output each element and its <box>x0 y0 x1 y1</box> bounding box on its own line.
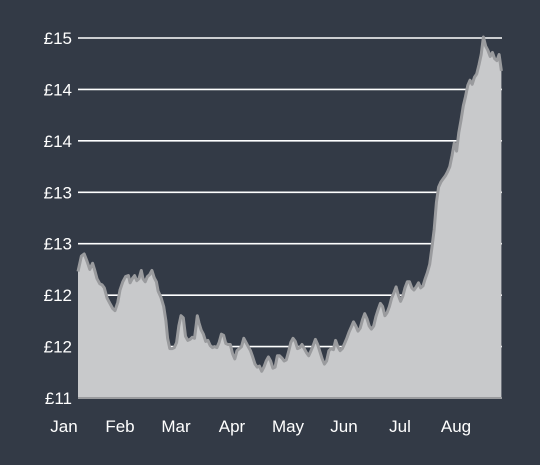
series-area <box>76 35 503 399</box>
x-tick-label-feb: Feb <box>105 417 134 436</box>
y-tick-label-2: £12 <box>44 286 72 305</box>
y-axis-ticks: £11 £12 £12 £13 £13 £14 £14 £15 <box>44 29 72 408</box>
x-tick-label-aug: Aug <box>441 417 471 436</box>
y-tick-label-1: £12 <box>44 338 72 357</box>
y-tick-label-4: £13 <box>44 183 72 202</box>
x-axis-ticks: Jan Feb Mar Apr May Jun Jul Aug <box>50 417 471 436</box>
series-line <box>76 35 503 373</box>
y-tick-label-0: £11 <box>45 389 72 408</box>
y-tick-label-6: £14 <box>44 80 72 99</box>
y-tick-label-5: £14 <box>44 132 72 151</box>
x-tick-label-mar: Mar <box>161 417 191 436</box>
x-tick-label-jan: Jan <box>50 417 77 436</box>
y-tick-label-3: £13 <box>44 235 72 254</box>
y-tick-label-7: £15 <box>44 29 72 48</box>
x-tick-label-jul: Jul <box>389 417 411 436</box>
x-tick-label-apr: Apr <box>219 417 246 436</box>
series-fill <box>78 37 502 398</box>
x-tick-label-jun: Jun <box>330 417 357 436</box>
x-tick-label-may: May <box>272 417 305 436</box>
